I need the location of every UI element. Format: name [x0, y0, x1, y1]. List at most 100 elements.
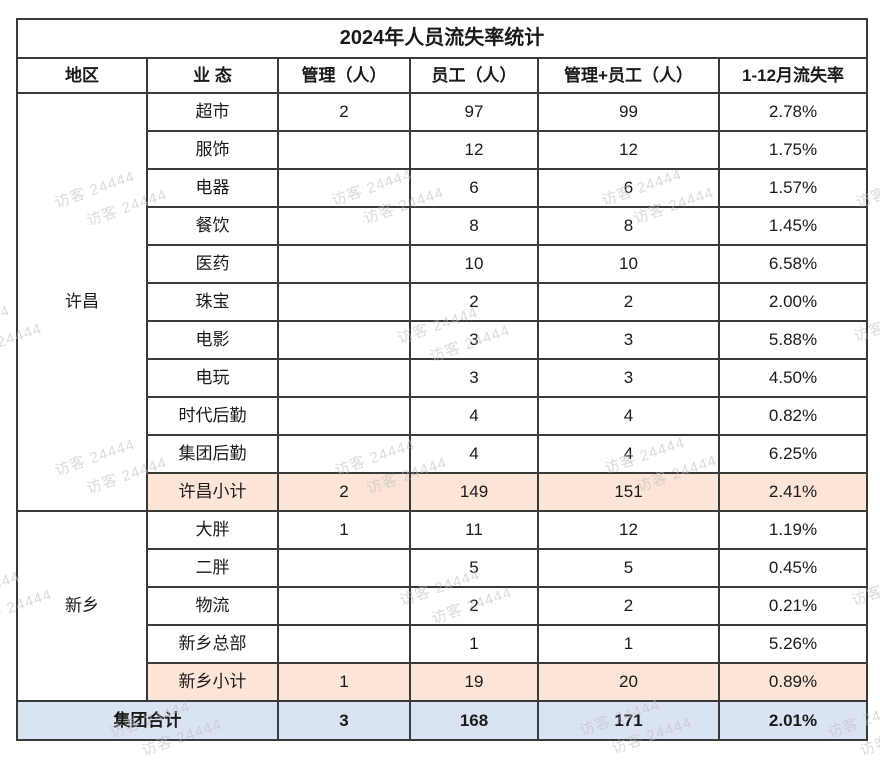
- rate-cell: 1.57%: [717, 168, 869, 208]
- rate-cell: 1.75%: [717, 130, 869, 170]
- total-cell: 151: [537, 472, 720, 512]
- col-header-staff: 员工（人）: [409, 57, 539, 94]
- staff-cell: 11: [409, 510, 539, 550]
- table-row: 许昌 超市 2 97 99 2.78%: [16, 92, 869, 512]
- staff-cell: 3: [409, 358, 539, 398]
- subtotal-row-xinxiang: 新乡小计 1 19 20 0.89%: [17, 662, 869, 702]
- business-type-cell: 二胖: [146, 548, 279, 588]
- mgmt-cell: 3: [277, 700, 411, 741]
- region-cell-xuchang: 许昌: [16, 92, 148, 512]
- total-cell: 20: [537, 662, 720, 702]
- total-cell: 8: [537, 206, 720, 246]
- region-cell-xinxiang: 新乡: [16, 510, 148, 702]
- mgmt-cell: [277, 168, 411, 208]
- total-cell: 4: [537, 434, 720, 474]
- page-title: 2024年人员流失率统计: [15, 18, 869, 59]
- business-type-cell: 珠宝: [146, 282, 279, 322]
- staff-cell: 168: [409, 700, 539, 741]
- rate-cell: 0.21%: [717, 586, 869, 626]
- total-cell: 2: [537, 282, 720, 322]
- business-type-cell: 许昌小计: [146, 472, 279, 512]
- mgmt-cell: [277, 396, 411, 436]
- table-row: 新乡 大胖 1 11 12 1.19%: [16, 510, 869, 702]
- business-type-cell: 新乡总部: [146, 624, 279, 664]
- mgmt-cell: [277, 282, 411, 322]
- table-row: 电器 6 6 1.57%: [17, 168, 869, 208]
- mgmt-cell: 1: [277, 510, 411, 550]
- col-header-rate: 1-12月流失率: [717, 57, 869, 94]
- turnover-table: 2024年人员流失率统计 地区 业 态 管理（人） 员工（人） 管理+员工（人）…: [15, 18, 869, 741]
- staff-cell: 19: [409, 662, 539, 702]
- rate-cell: 0.82%: [717, 396, 869, 436]
- table-row: 二胖 5 5 0.45%: [17, 548, 869, 588]
- staff-cell: 2: [409, 586, 539, 626]
- total-cell: 4: [537, 396, 720, 436]
- mgmt-cell: [277, 358, 411, 398]
- rate-cell: 6.58%: [717, 244, 869, 284]
- rate-cell: 5.88%: [717, 320, 869, 360]
- mgmt-cell: [277, 434, 411, 474]
- staff-cell: 149: [409, 472, 539, 512]
- staff-cell: 10: [409, 244, 539, 284]
- table-row: 物流 2 2 0.21%: [17, 586, 869, 626]
- rate-cell: 2.78%: [717, 92, 869, 132]
- col-header-mgmt-staff: 管理+员工（人）: [537, 57, 720, 94]
- subtotal-row-xuchang: 许昌小计 2 149 151 2.41%: [17, 472, 869, 512]
- table-row: 时代后勤 4 4 0.82%: [17, 396, 869, 436]
- business-type-cell: 新乡小计: [146, 662, 279, 702]
- total-cell: 10: [537, 244, 720, 284]
- staff-cell: 2: [409, 282, 539, 322]
- staff-cell: 5: [409, 548, 539, 588]
- business-type-cell: 电影: [146, 320, 279, 360]
- staff-cell: 4: [409, 396, 539, 436]
- mgmt-cell: [277, 130, 411, 170]
- table-row: 医药 10 10 6.58%: [17, 244, 869, 284]
- business-type-cell: 大胖: [146, 510, 279, 550]
- total-cell: 171: [537, 700, 720, 741]
- col-header-region: 地区: [16, 57, 148, 94]
- mgmt-cell: [277, 320, 411, 360]
- staff-cell: 97: [409, 92, 539, 132]
- header-row: 地区 业 态 管理（人） 员工（人） 管理+员工（人） 1-12月流失率: [16, 57, 869, 94]
- mgmt-cell: [277, 586, 411, 626]
- business-type-cell: 服饰: [146, 130, 279, 170]
- col-header-business: 业 态: [146, 57, 279, 94]
- total-cell: 99: [537, 92, 720, 132]
- mgmt-cell: [277, 206, 411, 246]
- mgmt-cell: 2: [277, 472, 411, 512]
- business-type-cell: 物流: [146, 586, 279, 626]
- rate-cell: 1.45%: [717, 206, 869, 246]
- business-type-cell: 电器: [146, 168, 279, 208]
- total-cell: 2: [537, 586, 720, 626]
- business-type-cell: 餐饮: [146, 206, 279, 246]
- col-header-management: 管理（人）: [277, 57, 411, 94]
- title-row: 2024年人员流失率统计: [15, 18, 869, 59]
- mgmt-cell: 1: [277, 662, 411, 702]
- total-cell: 1: [537, 624, 720, 664]
- rate-cell: 0.45%: [717, 548, 869, 588]
- staff-cell: 12: [409, 130, 539, 170]
- rate-cell: 2.01%: [717, 700, 869, 741]
- business-type-cell: 医药: [146, 244, 279, 284]
- staff-cell: 3: [409, 320, 539, 360]
- total-cell: 12: [537, 130, 720, 170]
- table-row: 新乡总部 1 1 5.26%: [17, 624, 869, 664]
- rate-cell: 5.26%: [717, 624, 869, 664]
- business-type-cell: 集团后勤: [146, 434, 279, 474]
- table-row: 珠宝 2 2 2.00%: [17, 282, 869, 322]
- table-row: 电影 3 3 5.88%: [17, 320, 869, 360]
- table-row: 服饰 12 12 1.75%: [17, 130, 869, 170]
- staff-cell: 1: [409, 624, 539, 664]
- mgmt-cell: [277, 548, 411, 588]
- total-cell: 6: [537, 168, 720, 208]
- staff-cell: 6: [409, 168, 539, 208]
- business-type-cell: 电玩: [146, 358, 279, 398]
- grand-total-label: 集团合计: [16, 700, 279, 741]
- rate-cell: 2.00%: [717, 282, 869, 322]
- table-row: 集团后勤 4 4 6.25%: [17, 434, 869, 474]
- total-cell: 12: [537, 510, 720, 550]
- total-cell: 5: [537, 548, 720, 588]
- total-cell: 3: [537, 320, 720, 360]
- rate-cell: 6.25%: [717, 434, 869, 474]
